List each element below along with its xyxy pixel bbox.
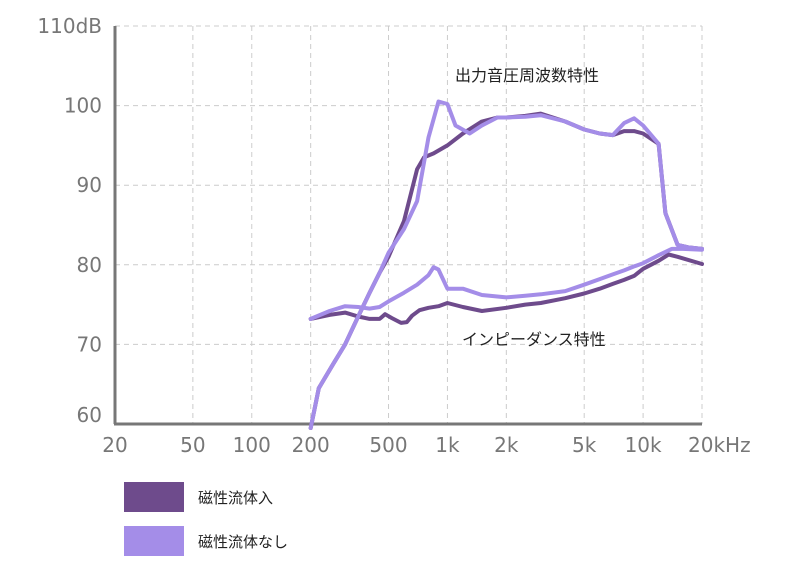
y-tick-label: 90	[77, 173, 102, 197]
series-0-curve-impedance	[308, 252, 704, 325]
legend-item-with-fluid: 磁性流体入	[124, 482, 273, 512]
x-tick-label: 2k	[494, 433, 519, 457]
annotation-spl: 出力音圧周波数特性	[455, 66, 599, 85]
legend-swatch-without-fluid	[124, 526, 184, 556]
x-tick-label: 10k	[625, 433, 662, 457]
x-tick-label: 500	[369, 433, 407, 457]
series-lines	[308, 99, 704, 430]
x-tick-label: 5k	[572, 433, 597, 457]
legend-label-with-fluid: 磁性流体入	[198, 488, 274, 507]
y-tick-label: 110dB	[37, 14, 102, 38]
axes	[113, 26, 702, 426]
y-tick-label: 70	[77, 332, 102, 356]
annotation-impedance: インピーダンス特性	[462, 330, 606, 349]
y-tick-label: 80	[77, 253, 102, 277]
x-tick-label: 100	[233, 433, 271, 457]
y-tick-label: 60	[77, 403, 102, 427]
x-tick-label: 20kHz	[688, 433, 751, 457]
series-1-curve-impedance	[308, 246, 704, 321]
x-tick-label: 20	[102, 433, 127, 457]
x-tick-labels: 20 50 100 200 500 1k 2k 5k 10k 20kHz	[102, 433, 750, 457]
x-tick-label: 200	[292, 433, 330, 457]
x-tick-label: 1k	[435, 433, 460, 457]
legend-label-without-fluid: 磁性流体なし	[198, 532, 289, 551]
x-tick-label: 50	[180, 433, 205, 457]
series-1-curve-spl	[308, 99, 704, 430]
legend-item-without-fluid: 磁性流体なし	[124, 526, 288, 556]
legend-swatch-with-fluid	[124, 482, 184, 512]
grid	[115, 25, 703, 424]
y-tick-labels: 60 70 80 90 100 110dB	[37, 14, 102, 427]
y-tick-label: 100	[64, 94, 102, 118]
